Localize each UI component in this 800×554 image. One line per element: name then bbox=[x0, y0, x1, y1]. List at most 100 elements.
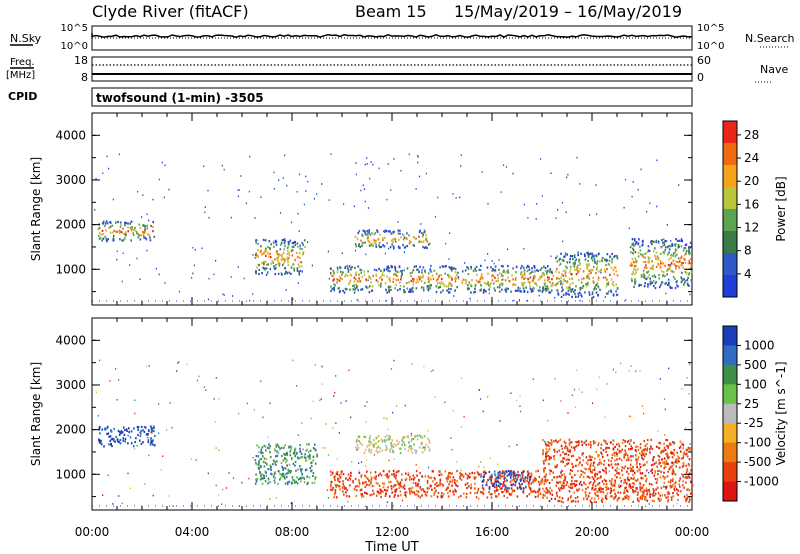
echo-cell bbox=[530, 488, 532, 491]
echo-cell bbox=[439, 282, 442, 285]
noise-cell bbox=[95, 391, 97, 394]
echo-cell bbox=[385, 444, 387, 447]
echo-cell bbox=[682, 444, 685, 447]
echo-cell bbox=[663, 477, 666, 480]
echo-cell bbox=[300, 265, 303, 268]
noise-cell bbox=[298, 173, 301, 176]
echo-cell bbox=[539, 482, 542, 485]
echo-cell bbox=[394, 484, 397, 487]
echo-cell bbox=[599, 486, 601, 489]
noise-cell bbox=[620, 362, 622, 365]
noise-cell bbox=[682, 476, 684, 478]
echo-cell bbox=[265, 254, 267, 257]
echo-cell bbox=[568, 286, 570, 289]
echo-cell bbox=[490, 479, 492, 482]
echo-cell bbox=[432, 480, 434, 483]
echo-cell bbox=[623, 497, 625, 500]
echo-cell bbox=[546, 455, 548, 458]
noise-cell bbox=[129, 264, 131, 266]
echo-cell bbox=[584, 258, 587, 261]
echo-cell bbox=[634, 454, 637, 457]
echo-cell bbox=[301, 468, 303, 471]
echo-cell bbox=[517, 474, 519, 477]
noise-cell bbox=[631, 195, 633, 198]
echo-cell bbox=[688, 464, 691, 467]
echo-cell bbox=[610, 480, 613, 483]
y-tick-label: 1000 bbox=[55, 262, 86, 276]
echo-cell bbox=[298, 271, 300, 274]
echo-cell bbox=[106, 425, 109, 428]
echo-cell bbox=[504, 288, 506, 291]
echo-cell bbox=[564, 477, 567, 480]
noise-cell bbox=[137, 190, 139, 193]
echo-cell bbox=[430, 270, 433, 273]
echo-cell bbox=[306, 443, 308, 446]
echo-cell bbox=[101, 222, 104, 225]
echo-cell bbox=[482, 471, 485, 474]
echo-cell bbox=[307, 450, 310, 454]
echo-cell bbox=[411, 447, 413, 450]
echo-cell bbox=[282, 251, 285, 254]
echo-cell bbox=[391, 491, 393, 494]
echo-cell bbox=[533, 281, 536, 285]
echo-cell bbox=[316, 455, 318, 458]
echo-cell bbox=[514, 477, 517, 480]
echo-cell bbox=[547, 454, 550, 458]
echo-cell bbox=[482, 291, 485, 294]
echo-cell bbox=[470, 265, 472, 268]
echo-cell bbox=[265, 273, 268, 276]
echo-cell bbox=[306, 482, 308, 485]
echo-cell bbox=[624, 491, 626, 494]
echo-cell bbox=[116, 230, 119, 233]
echo-cell bbox=[302, 251, 305, 254]
echo-cell bbox=[415, 287, 418, 290]
echo-cell bbox=[595, 287, 597, 291]
echo-cell bbox=[619, 457, 621, 460]
echo-cell bbox=[595, 268, 598, 271]
echo-cell bbox=[630, 262, 633, 265]
echo-cell bbox=[546, 489, 549, 492]
echo-cell bbox=[309, 457, 311, 460]
noise-cell bbox=[203, 165, 205, 168]
echo-cell bbox=[646, 492, 648, 495]
echo-cell bbox=[149, 443, 152, 446]
echo-cell bbox=[411, 478, 413, 481]
echo-cell bbox=[397, 278, 399, 281]
echo-cell bbox=[262, 477, 264, 480]
echo-cell bbox=[431, 488, 433, 491]
echo-cell bbox=[637, 268, 639, 271]
echo-cell bbox=[672, 275, 675, 279]
echo-cell bbox=[574, 289, 576, 292]
noise-cell bbox=[499, 420, 501, 422]
noise-cell bbox=[653, 493, 655, 496]
noise-cell bbox=[606, 383, 608, 385]
echo-cell bbox=[680, 245, 683, 248]
echo-cell bbox=[258, 460, 260, 463]
colorbar-swatch bbox=[723, 165, 737, 188]
echo-cell bbox=[358, 471, 361, 474]
echo-cell bbox=[638, 284, 640, 287]
echo-cell bbox=[551, 282, 553, 285]
echo-cell bbox=[642, 453, 644, 457]
echo-cell bbox=[144, 426, 147, 429]
echo-cell bbox=[557, 499, 560, 502]
echo-cell bbox=[260, 245, 262, 248]
echo-cell bbox=[98, 441, 101, 444]
echo-cell bbox=[470, 486, 473, 489]
echo-cell bbox=[635, 261, 638, 264]
echo-cell bbox=[267, 468, 269, 471]
noise-cell bbox=[560, 282, 562, 285]
echo-cell bbox=[542, 487, 544, 490]
echo-region bbox=[629, 238, 693, 290]
echo-cell bbox=[435, 285, 438, 288]
echo-cell bbox=[256, 266, 258, 269]
echo-cell bbox=[686, 495, 689, 498]
echo-cell bbox=[392, 469, 395, 472]
echo-cell bbox=[561, 497, 564, 500]
echo-cell bbox=[354, 266, 356, 269]
echo-cell bbox=[677, 265, 680, 268]
noise-cell bbox=[567, 497, 569, 500]
echo-cell bbox=[260, 457, 263, 460]
echo-cell bbox=[451, 278, 453, 281]
echo-cell bbox=[650, 240, 652, 243]
